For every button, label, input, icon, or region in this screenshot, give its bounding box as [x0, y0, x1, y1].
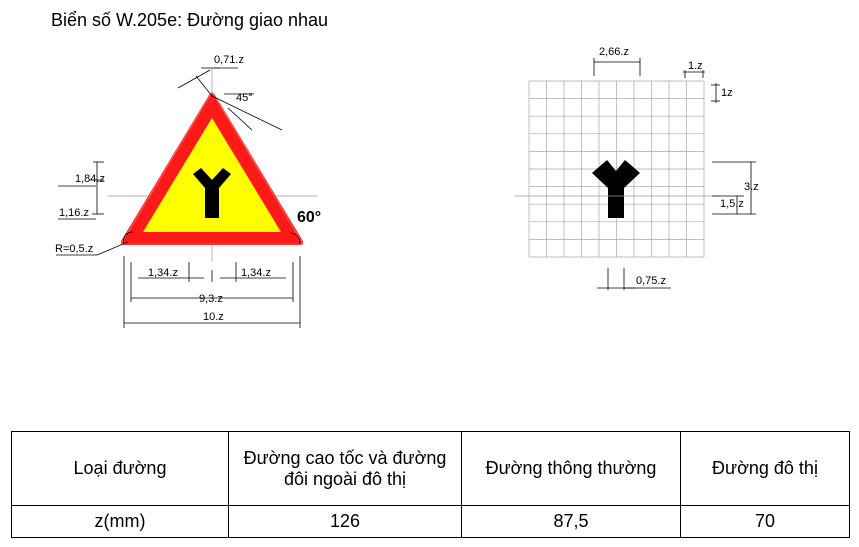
label-top-width: 0,71.z — [214, 54, 244, 66]
table-cell: 87,5 — [461, 505, 681, 538]
grid-y-symbol — [592, 160, 640, 218]
table-cell: 70 — [680, 505, 850, 538]
label-angle-corner: 60° — [297, 209, 321, 226]
table-header-cell: Loại đường — [11, 431, 229, 506]
sign-outline — [120, 91, 304, 245]
dimension-left: 1,84.z 1,16.z R=0,5.z — [55, 161, 129, 256]
dimension-top: 0,71.z 45° — [177, 54, 283, 131]
label-grid-cell-w: 1.z — [688, 60, 703, 72]
label-inner-width: 9,3.z — [199, 293, 223, 305]
symbol-grid — [528, 80, 705, 258]
corner-arc-right — [289, 232, 301, 245]
label-half-left: 1,34.z — [148, 267, 178, 279]
grid-y-junction-symbol — [592, 160, 640, 218]
table-cell: 126 — [228, 505, 462, 538]
y-junction-symbol — [193, 168, 231, 218]
label-grid-cell-h: 1z — [721, 87, 733, 99]
label-angle-top: 45° — [236, 92, 253, 104]
table-header-cell: Đường đô thị — [680, 431, 850, 506]
label-height-upper: 1,84.z — [75, 173, 105, 185]
triangle-sign — [108, 68, 318, 262]
dimension-table: Loại đường Đường cao tốc và đường đôi ng… — [11, 431, 850, 538]
label-height-lower: 1,16.z — [59, 207, 89, 219]
table-header-cell: Đường cao tốc và đường đôi ngoài đô thị — [228, 431, 462, 506]
table-header-cell: Đường thông thường — [461, 431, 681, 506]
label-half-right: 1,34.z — [241, 267, 271, 279]
grid-dimensions: 2,66.z 1.z 1z 3.z 1,5.z 0,75.z — [593, 46, 759, 290]
table-cell: z(mm) — [11, 505, 229, 538]
page-title: Biển số W.205e: Đường giao nhau — [51, 10, 329, 30]
label-grid-h3: 3.z — [744, 181, 759, 193]
table-header-row: Loại đường Đường cao tốc và đường đôi ng… — [11, 431, 850, 506]
label-grid-stem: 0,75.z — [636, 275, 666, 287]
dimension-bottom: 1,34.z 1,34.z 9,3.z 10.z — [123, 256, 301, 328]
sign-yellow-field — [143, 118, 281, 232]
label-grid-top: 2,66.z — [599, 46, 629, 58]
table-row: z(mm) 126 87,5 70 — [11, 505, 850, 538]
corner-arc-left — [123, 231, 134, 245]
label-radius: R=0,5.z — [55, 243, 93, 255]
label-outer-width: 10.z — [203, 311, 224, 323]
label-grid-h15: 1,5.z — [720, 198, 744, 210]
